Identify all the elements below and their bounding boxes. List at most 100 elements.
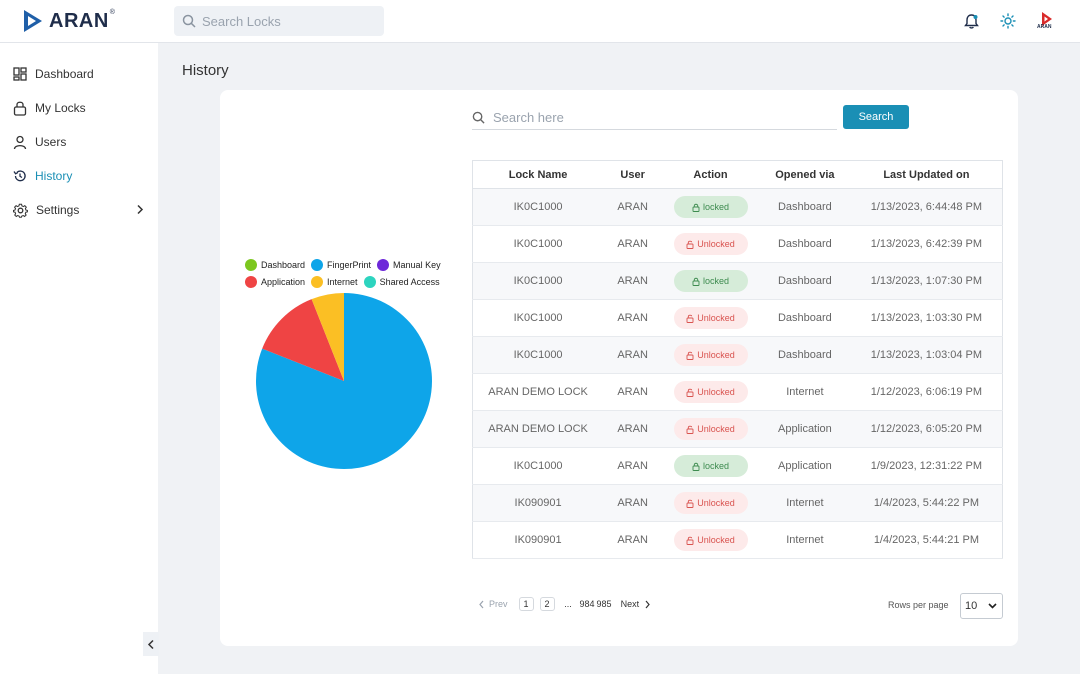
table-row[interactable]: IK0C1000 ARAN locked Dashboard 1/13/2023, 1:… <box>472 262 1003 300</box>
pie-slice-internet[interactable] <box>311 293 344 381</box>
action-badge: Unlocked <box>673 529 748 551</box>
gear-icon <box>13 203 28 218</box>
sidebar: Dashboard My Locks Users History Setting… <box>0 43 159 674</box>
action-badge: Unlocked <box>673 492 748 514</box>
lock-icon <box>692 277 700 286</box>
table-row[interactable]: ARAN DEMO LOCK ARAN Unlocked Application 1/1… <box>472 410 1003 448</box>
column-header-lock-name[interactable]: Lock Name <box>472 160 604 189</box>
sidebar-collapse-button[interactable] <box>143 632 159 656</box>
opened-via-cell: Internet <box>758 521 851 559</box>
lock-name-cell: IK090901 <box>472 484 604 522</box>
lock-icon <box>692 462 700 471</box>
opened-via-cell: Dashboard <box>758 188 851 226</box>
top-header: ARAN ® ARAN <box>0 0 1080 43</box>
table-header-row: Lock Name User Action Opened via Last Up… <box>472 160 1003 189</box>
bell-icon <box>963 13 979 29</box>
action-label: Unlocked <box>697 535 735 545</box>
sidebar-item-label: History <box>35 169 73 183</box>
history-search-box[interactable] <box>472 106 837 130</box>
user-avatar[interactable] <box>1037 9 1057 29</box>
last-updated-cell: 1/13/2023, 6:42:39 PM <box>850 225 1003 263</box>
column-header-user[interactable]: User <box>603 160 663 189</box>
action-badge: locked <box>673 196 748 218</box>
next-label: Next <box>620 599 640 609</box>
unlock-icon <box>686 388 694 397</box>
action-label: locked <box>703 461 730 471</box>
sidebar-item-my-locks[interactable]: My Locks <box>0 94 158 122</box>
legend-item[interactable]: Dashboard <box>245 258 305 271</box>
table-row[interactable]: IK0C1000 ARAN Unlocked Dashboard 1/13/2023, … <box>472 225 1003 263</box>
page-984-button[interactable]: 984 <box>579 599 595 609</box>
unlock-icon <box>686 425 694 434</box>
history-icon <box>13 170 26 182</box>
table-row[interactable]: IK0C1000 ARAN locked Dashboard 1/13/2023, 6:… <box>472 188 1003 226</box>
lock-name-cell: IK0C1000 <box>472 188 604 226</box>
sidebar-item-label: Dashboard <box>35 67 94 81</box>
theme-toggle-button[interactable] <box>998 11 1018 31</box>
page-1-button[interactable]: 1 <box>518 597 534 611</box>
legend-item[interactable]: FingerPrint <box>311 258 372 271</box>
user-cell: ARAN <box>603 447 663 485</box>
top-search-box[interactable] <box>174 6 384 36</box>
sidebar-item-users[interactable]: Users <box>0 128 158 156</box>
lock-name-cell: ARAN DEMO LOCK <box>472 373 604 411</box>
search-button[interactable]: Search <box>843 105 909 129</box>
page-2-button[interactable]: 2 <box>539 597 555 611</box>
aran-logo[interactable]: ARAN ® <box>21 8 115 34</box>
opened-via-cell: Internet <box>758 373 851 411</box>
table-row[interactable]: IK0C1000 ARAN locked Application 1/9/2023, 1… <box>472 447 1003 485</box>
legend-swatch <box>363 275 376 288</box>
sidebar-item-label: Settings <box>36 203 80 217</box>
column-header-action[interactable]: Action <box>662 160 759 189</box>
legend-item[interactable]: Internet <box>311 275 358 288</box>
user-cell: ARAN <box>603 299 663 337</box>
legend-swatch <box>245 258 257 271</box>
lock-search-input[interactable] <box>202 13 372 29</box>
legend-item[interactable]: Shared Access <box>363 275 440 288</box>
action-badge: Unlocked <box>673 381 748 403</box>
search-icon <box>182 14 196 28</box>
action-cell: Unlocked <box>662 373 759 411</box>
chevron-right-icon <box>137 204 144 215</box>
notification-button[interactable] <box>961 11 981 31</box>
last-updated-cell: 1/9/2023, 12:31:22 PM <box>850 447 1003 485</box>
action-label: Unlocked <box>697 498 735 508</box>
chart-legend: Dashboard FingerPrint Manual Key Applica… <box>245 256 450 290</box>
user-cell: ARAN <box>603 521 663 559</box>
user-cell: ARAN <box>603 410 663 448</box>
action-cell: Unlocked <box>662 336 759 374</box>
lock-name-cell: IK090901 <box>472 521 604 559</box>
column-header-last-updated[interactable]: Last Updated on <box>850 160 1003 189</box>
sidebar-item-dashboard[interactable]: Dashboard <box>0 60 158 88</box>
last-updated-cell: 1/13/2023, 1:03:04 PM <box>850 336 1003 374</box>
page-title: History <box>182 62 229 79</box>
sidebar-item-settings[interactable]: Settings <box>0 196 158 224</box>
action-label: locked <box>703 202 730 212</box>
last-updated-cell: 1/4/2023, 5:44:22 PM <box>850 484 1003 522</box>
sidebar-item-history[interactable]: History <box>0 162 158 190</box>
table-row[interactable]: IK0C1000 ARAN Unlocked Dashboard 1/13/2023, … <box>472 299 1003 337</box>
legend-label: FingerPrint <box>327 259 372 270</box>
legend-label: Application <box>261 276 306 287</box>
chevron-right-icon <box>645 600 650 608</box>
next-page-button[interactable]: Next <box>621 599 652 609</box>
table-row[interactable]: IK0C1000 ARAN Unlocked Dashboard 1/13/2023, … <box>472 336 1003 374</box>
action-badge: Unlocked <box>673 233 748 255</box>
page-985-button[interactable]: 985 <box>596 599 612 609</box>
legend-item[interactable]: Manual Key <box>377 258 441 271</box>
rows-per-page-select[interactable]: 10 <box>960 593 1003 619</box>
prev-page-button[interactable]: Prev <box>478 599 508 609</box>
opened-via-cell: Dashboard <box>758 262 851 300</box>
table-row[interactable]: IK090901 ARAN Unlocked Internet 1/4/2023, 5:… <box>472 484 1003 522</box>
chevron-left-icon <box>479 600 484 608</box>
last-updated-cell: 1/13/2023, 6:44:48 PM <box>850 188 1003 226</box>
pie-slice-application[interactable] <box>262 299 344 381</box>
user-icon <box>13 135 27 149</box>
action-cell: Unlocked <box>662 410 759 448</box>
table-row[interactable]: IK090901 ARAN Unlocked Internet 1/4/2023, 5:… <box>472 521 1003 559</box>
legend-item[interactable]: Application <box>245 275 306 288</box>
table-row[interactable]: ARAN DEMO LOCK ARAN Unlocked Internet 1/12/2… <box>472 373 1003 411</box>
opened-via-cell: Dashboard <box>758 336 851 374</box>
column-header-opened-via[interactable]: Opened via <box>758 160 851 189</box>
history-search-input[interactable] <box>493 110 823 125</box>
